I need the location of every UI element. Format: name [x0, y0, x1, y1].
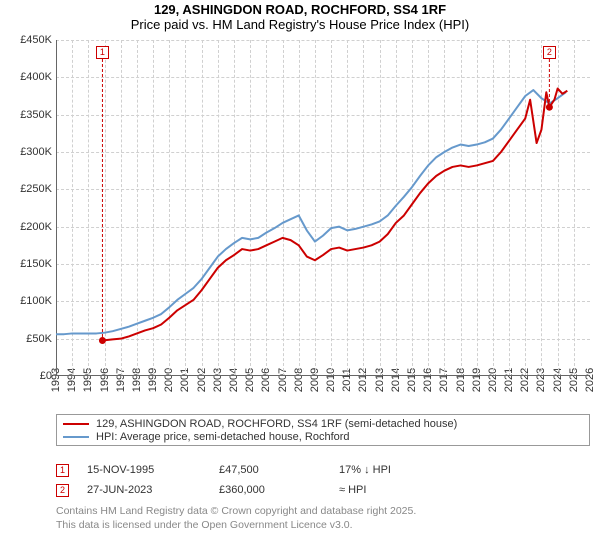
y-tick-label: £250K: [0, 183, 56, 195]
chart-title-line1: 129, ASHINGDON ROAD, ROCHFORD, SS4 1RF: [0, 2, 600, 17]
sale-marker-box-icon: 2: [543, 46, 556, 59]
footnote-line1: Contains HM Land Registry data © Crown c…: [56, 505, 590, 519]
y-tick-label: £300K: [0, 146, 56, 158]
y-tick-label: £200K: [0, 221, 56, 233]
legend-label-hpi: HPI: Average price, semi-detached house,…: [96, 431, 350, 443]
footnote-line2: This data is licensed under the Open Gov…: [56, 519, 590, 533]
y-tick-label: £50K: [0, 333, 56, 345]
y-tick-label: £0: [0, 370, 56, 382]
chart-legend: 129, ASHINGDON ROAD, ROCHFORD, SS4 1RF (…: [56, 414, 590, 446]
y-tick-label: £150K: [0, 258, 56, 270]
sales-row-2: 2 27-JUN-2023 £360,000 ≈ HPI: [56, 480, 590, 500]
sale-delta-1: 17% ↓ HPI: [339, 464, 459, 476]
sale-marker-box-icon: 1: [96, 46, 109, 59]
legend-row-hpi: HPI: Average price, semi-detached house,…: [63, 431, 583, 443]
sale-marker-icon-2: 2: [56, 484, 69, 497]
sale-date-1: 15-NOV-1995: [69, 464, 219, 476]
legend-row-property: 129, ASHINGDON ROAD, ROCHFORD, SS4 1RF (…: [63, 418, 583, 430]
sale-marker-icon-1: 1: [56, 464, 69, 477]
sales-row-1: 1 15-NOV-1995 £47,500 17% ↓ HPI: [56, 460, 590, 480]
sale-date-2: 27-JUN-2023: [69, 484, 219, 496]
series-line-hpi: [56, 90, 566, 334]
y-tick-label: £100K: [0, 295, 56, 307]
sale-price-2: £360,000: [219, 484, 339, 496]
chart-title-line2: Price paid vs. HM Land Registry's House …: [0, 17, 600, 32]
y-tick-label: £400K: [0, 71, 56, 83]
y-tick-label: £350K: [0, 109, 56, 121]
y-tick-label: £450K: [0, 34, 56, 46]
series-line-property_price: [102, 89, 567, 341]
sales-table: 1 15-NOV-1995 £47,500 17% ↓ HPI 2 27-JUN…: [56, 460, 590, 500]
legend-swatch-property: [63, 423, 89, 425]
chart-title-block: 129, ASHINGDON ROAD, ROCHFORD, SS4 1RF P…: [0, 0, 600, 32]
legend-swatch-hpi: [63, 436, 89, 438]
sale-delta-2: ≈ HPI: [339, 484, 459, 496]
sale-price-1: £47,500: [219, 464, 339, 476]
chart-footnote: Contains HM Land Registry data © Crown c…: [56, 505, 590, 532]
legend-label-property: 129, ASHINGDON ROAD, ROCHFORD, SS4 1RF (…: [96, 418, 457, 430]
chart-lines-svg: [56, 40, 590, 376]
